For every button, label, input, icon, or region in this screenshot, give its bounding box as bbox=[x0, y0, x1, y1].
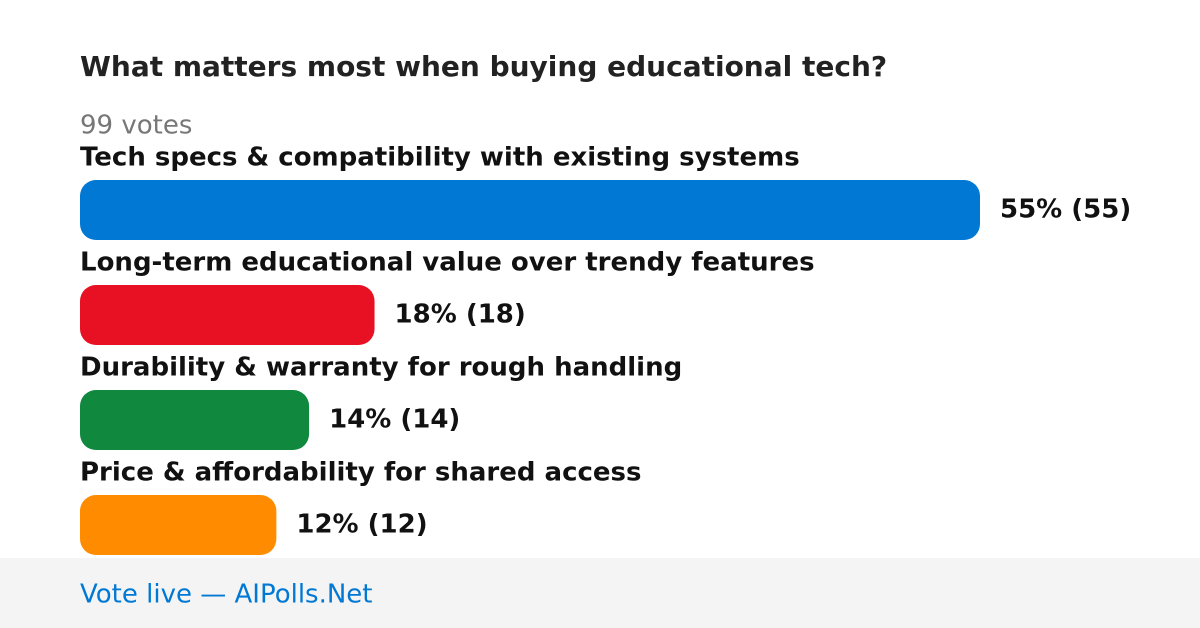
poll-title: What matters most when buying educationa… bbox=[80, 50, 887, 83]
bar bbox=[80, 285, 375, 345]
vote-count: 99 votes bbox=[80, 111, 192, 141]
footer-band bbox=[0, 558, 1200, 628]
footer-link[interactable]: Vote live — AIPolls.Net bbox=[80, 580, 373, 610]
bar bbox=[80, 390, 310, 450]
option-label: Long-term educational value over trendy … bbox=[80, 248, 815, 278]
option-label: Durability & warranty for rough handling bbox=[80, 353, 682, 383]
option-label: Tech specs & compatibility with existing… bbox=[80, 143, 800, 173]
bar bbox=[80, 180, 980, 240]
value-label: 14% (14) bbox=[329, 405, 460, 435]
bar bbox=[80, 495, 277, 555]
option-label: Price & affordability for shared access bbox=[80, 458, 642, 488]
value-label: 12% (12) bbox=[296, 510, 427, 540]
value-label: 18% (18) bbox=[395, 300, 526, 330]
value-label: 55% (55) bbox=[1000, 195, 1131, 225]
